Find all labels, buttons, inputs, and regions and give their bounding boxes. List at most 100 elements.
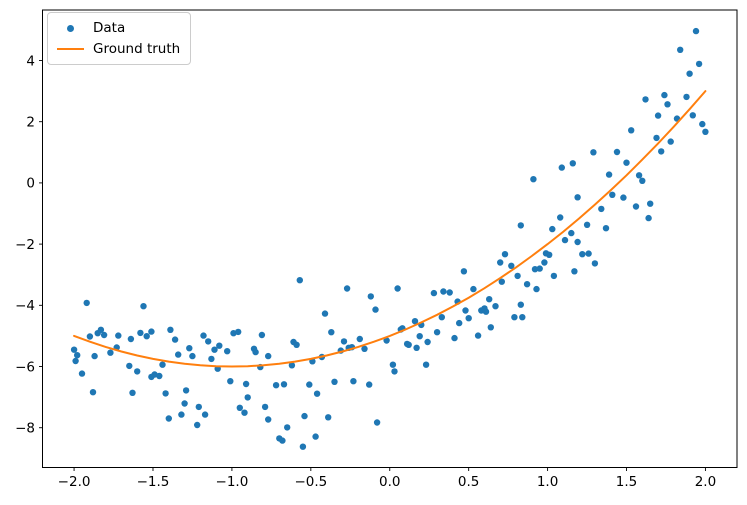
data-point — [100, 331, 108, 339]
data-point — [664, 101, 671, 108]
data-point — [677, 46, 684, 53]
data-point — [91, 352, 98, 360]
data-point — [487, 324, 494, 331]
data-point — [325, 414, 332, 421]
data-point — [366, 381, 373, 388]
data-point — [89, 389, 97, 396]
data-point — [585, 250, 592, 257]
data-point — [702, 128, 709, 135]
data-point — [284, 424, 291, 431]
data-point — [605, 171, 613, 178]
data-point — [235, 328, 242, 336]
axes-spines — [42, 9, 738, 468]
data-point — [265, 416, 272, 423]
data-point — [645, 214, 652, 222]
data-point — [258, 331, 266, 339]
data-point — [517, 301, 524, 308]
data-point — [224, 348, 231, 355]
data-point — [440, 288, 447, 295]
data-point — [558, 164, 565, 171]
data-point — [486, 296, 493, 303]
data-point — [137, 329, 144, 337]
data-point — [288, 362, 296, 369]
data-point — [321, 310, 329, 317]
data-point — [546, 251, 553, 258]
x-tick-label: 1.5 — [616, 474, 637, 490]
data-point — [519, 314, 526, 321]
data-point — [699, 120, 706, 128]
data-point — [639, 177, 646, 184]
data-point — [70, 346, 78, 353]
data-point — [511, 314, 518, 321]
data-point — [299, 443, 307, 450]
data-point — [356, 335, 363, 343]
data-point — [602, 225, 610, 232]
x-tick-label: −1.0 — [216, 474, 249, 490]
data-point — [569, 160, 576, 167]
data-point — [227, 378, 234, 385]
data-point — [83, 299, 90, 307]
data-point — [497, 259, 504, 266]
data-point — [411, 318, 419, 325]
data-point — [389, 361, 397, 368]
data-point — [367, 293, 374, 300]
data-point — [313, 390, 321, 397]
data-point — [460, 268, 468, 275]
data-point — [394, 285, 401, 292]
data-point — [241, 409, 248, 416]
data-point — [628, 127, 635, 134]
y-tick-label: −2 — [15, 237, 35, 253]
data-point — [265, 352, 272, 360]
data-point — [242, 380, 250, 388]
data-point — [244, 394, 251, 401]
data-point — [97, 326, 105, 333]
x-tick-label: 2.0 — [695, 474, 716, 490]
data-point — [361, 345, 368, 352]
data-point — [658, 148, 665, 155]
data-point — [373, 419, 381, 426]
legend-handle — [57, 24, 84, 32]
data-point — [194, 421, 201, 429]
data-point — [591, 260, 599, 267]
data-point — [72, 357, 79, 365]
data-point — [598, 205, 605, 213]
data-point — [293, 341, 300, 348]
data-point — [129, 389, 136, 396]
data-point — [470, 285, 477, 293]
data-point — [523, 281, 531, 288]
data-point — [86, 333, 94, 340]
ground-truth-line — [73, 90, 707, 368]
data-point — [517, 222, 524, 229]
data-point — [583, 221, 591, 228]
data-point — [181, 400, 188, 407]
data-point — [189, 352, 196, 360]
data-point — [635, 172, 643, 179]
data-point — [438, 314, 445, 321]
data-point — [405, 341, 412, 348]
y-tick-label: 0 — [26, 176, 35, 192]
data-point — [661, 91, 668, 99]
data-point — [165, 415, 172, 422]
data-point — [557, 214, 564, 221]
data-point — [424, 338, 431, 346]
data-point — [340, 338, 348, 345]
data-point — [331, 378, 338, 385]
data-point — [446, 289, 453, 296]
data-point — [201, 411, 209, 418]
data-point — [550, 272, 558, 280]
scatter-marker-icon — [67, 24, 74, 32]
data-point — [312, 433, 319, 440]
data-point — [541, 259, 548, 266]
data-point — [620, 194, 627, 201]
data-point — [465, 315, 472, 322]
data-point — [568, 229, 575, 237]
data-point — [609, 191, 616, 198]
data-point — [456, 319, 463, 327]
data-point — [279, 437, 286, 444]
data-point — [692, 27, 700, 35]
x-tick-label: 0.0 — [379, 474, 400, 490]
data-point — [474, 332, 482, 339]
data-point — [695, 60, 703, 68]
